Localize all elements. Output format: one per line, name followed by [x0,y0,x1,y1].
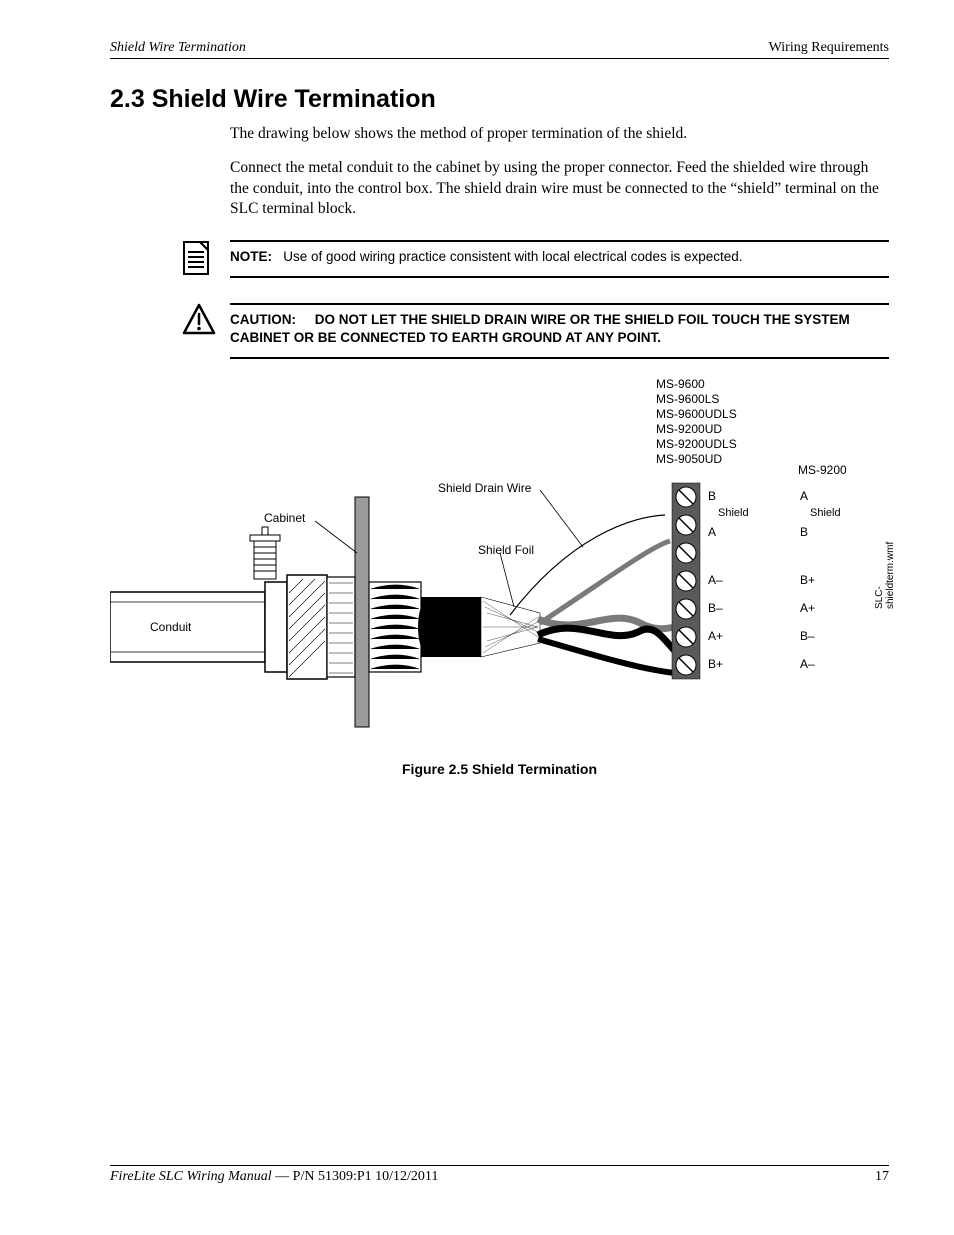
term2-2: B [800,525,808,539]
footer-page: 17 [875,1169,889,1185]
note-callout: NOTE: Use of good wiring practice consis… [182,240,889,283]
footer-pn: P/N 51309:P1 10/12/2011 [293,1169,439,1184]
figure-shield-termination: Conduit Cabinet Shield Drain Wire Shield… [110,377,889,757]
figure-caption: Figure 2.5 Shield Termination [110,761,889,777]
note-text: Use of good wiring practice consistent w… [283,249,742,264]
label-shield-foil: Shield Foil [478,543,534,557]
term2-5: B– [800,629,815,643]
col2-header: MS-9200 [798,463,847,477]
header-left: Shield Wire Termination [110,40,246,56]
paragraph-2: Connect the metal conduit to the cabinet… [230,158,889,219]
paragraph-1: The drawing below shows the method of pr… [230,124,889,144]
page-footer: FireLite SLC Wiring Manual — P/N 51309:P… [110,1165,889,1185]
running-header: Shield Wire Termination Wiring Requireme… [110,40,889,59]
footer-left: FireLite SLC Wiring Manual — P/N 51309:P… [110,1169,438,1185]
shield-label-1: Shield [718,507,749,519]
caution-text: DO NOT LET THE SHIELD DRAIN WIRE OR THE … [230,312,850,345]
label-conduit: Conduit [150,620,191,634]
model-2: MS-9600LS [656,392,737,407]
model-5: MS-9200UDLS [656,437,737,452]
caution-icon [182,303,216,342]
model-4: MS-9200UD [656,422,737,437]
caution-callout: CAUTION: DO NOT LET THE SHIELD DRAIN WIR… [182,303,889,359]
model-1: MS-9600 [656,377,737,392]
note-icon [182,240,216,283]
term2-3: B+ [800,573,815,587]
term1-4: B– [708,601,723,615]
term1-6: B+ [708,657,723,671]
caution-label: CAUTION: [230,312,296,327]
section-heading: 2.3 Shield Wire Termination [110,85,889,114]
term1-2: A [708,525,716,539]
label-cabinet: Cabinet [264,511,305,525]
shield-label-2: Shield [810,507,841,519]
footer-sep: — [272,1169,293,1184]
model-3: MS-9600UDLS [656,407,737,422]
figure-filename: SLC-shieldterm.wmf [874,542,896,609]
footer-title: FireLite SLC Wiring Manual [110,1169,272,1184]
term1-0: B [708,489,716,503]
model-6: MS-9050UD [656,452,737,467]
model-list: MS-9600 MS-9600LS MS-9600UDLS MS-9200UD … [656,377,737,467]
term2-0: A [800,489,808,503]
label-shield-drain: Shield Drain Wire [438,481,531,495]
header-right: Wiring Requirements [769,40,889,56]
term2-4: A+ [800,601,815,615]
note-label: NOTE: [230,249,272,264]
term1-3: A– [708,573,723,587]
term1-5: A+ [708,629,723,643]
term2-6: A– [800,657,815,671]
